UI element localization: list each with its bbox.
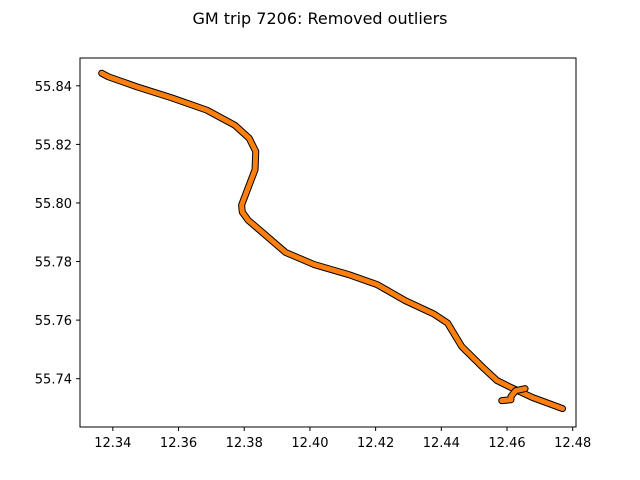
chart-title: GM trip 7206: Removed outliers (192, 9, 447, 28)
series-layer (98, 69, 567, 413)
x-tick-label: 12.40 (291, 436, 328, 451)
x-tick-label: 12.42 (357, 436, 394, 451)
series-line-1 (99, 70, 566, 412)
x-tick-label: 12.48 (554, 436, 591, 451)
axes-layer: 12.34 12.36 12.38 12.40 12.42 12.44 12.46 12.48… (35, 80, 592, 451)
y-tick-label: 55.80 (35, 197, 72, 212)
x-tick-label: 12.34 (94, 436, 131, 451)
x-tick-label: 12.46 (488, 436, 525, 451)
x-tick-label: 12.36 (160, 436, 197, 451)
y-tick-label: 55.78 (35, 256, 72, 271)
y-tick-label: 55.84 (35, 80, 72, 95)
x-tick-label: 12.44 (423, 436, 460, 451)
y-tick-label: 55.76 (35, 314, 72, 329)
plot-area (80, 58, 576, 427)
x-tick-label: 12.38 (226, 436, 263, 451)
plot-frame (79, 57, 577, 428)
y-tick-label: 55.74 (35, 373, 72, 388)
series-line-3 (499, 386, 528, 404)
y-tick-label: 55.82 (35, 138, 72, 153)
